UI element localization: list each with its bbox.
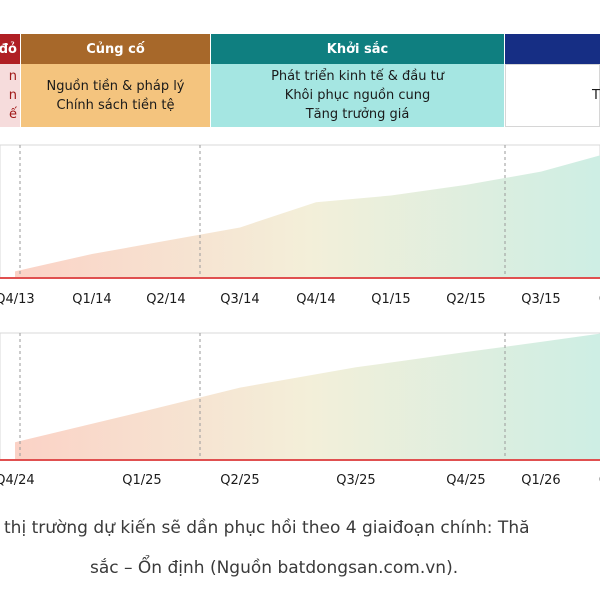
chart-2: Q4/24 Q1/25 Q2/25 Q3/25 Q4/25 Q1/26 Q [0,332,600,488]
chart-1: Q4/13 Q1/14 Q2/14 Q3/14 Q4/14 Q1/15 Q2/15 Q3/15… [0,144,600,307]
x-tick-label: Q2/15 [446,292,485,307]
phase-header-3: Khởi sắc [211,34,504,64]
caption-line-2: sắc – Ổn định (Nguồn batdongsan.com.vn). [90,558,459,578]
x-tick-label: Q [599,292,600,307]
phase-body-2: Nguồn tiền & pháp lý Chính sách tiền tệ [21,64,210,127]
x-tick-label: Q4/14 [296,292,335,307]
x-tick-label: Q3/25 [336,473,375,488]
phase-2-line-1: Nguồn tiền & pháp lý [46,78,185,94]
x-tick-label: Q2/14 [146,292,185,307]
phase-3-line-2: Khôi phục nguồn cung [284,88,431,103]
x-tick-label: Q4/13 [0,292,35,307]
x-tick-label: Q4/25 [446,473,485,488]
area-series [15,333,600,460]
phase-1-line-3: ế [9,107,17,122]
x-tick-label: Q2/25 [220,473,259,488]
phase-1-line-2: n [8,88,17,103]
phase-title-1: đỏ [0,41,17,57]
phase-header-1: đỏ [0,34,20,64]
x-tick-label: Q [599,473,600,488]
phase-body-1: n n ế [0,64,20,127]
x-tick-label: Q4/24 [0,473,35,488]
x-tick-label: Q3/15 [521,292,560,307]
phase-3-line-1: Phát triển kinh tế & đầu tư [271,69,444,84]
area-series [15,155,600,278]
phase-title-2: Củng cố [86,41,145,57]
x-tick-label: Q1/26 [521,473,560,488]
x-tick-label: Q1/14 [72,292,111,307]
phase-2-line-2: Chính sách tiền tệ [56,97,175,113]
x-tick-label: Q1/15 [371,292,410,307]
phase-3-line-3: Tăng trưởng giá [305,107,410,122]
phase-body-3: Phát triển kinh tế & đầu tư Khôi phục ng… [211,64,504,127]
x-tick-label: Q1/25 [122,473,161,488]
phase-title-3: Khởi sắc [326,41,389,57]
phase-body-4: Th [505,64,600,127]
phase-1-line-1: n [8,69,17,84]
caption-line-1: thị trường dự kiến sẽ dần phục hồi theo … [4,518,530,538]
phase-4-line-1: Th [592,88,600,103]
x-tick-label: Q3/14 [220,292,259,307]
phase-header-2: Củng cố [21,34,210,64]
phase-header-4 [505,34,600,64]
